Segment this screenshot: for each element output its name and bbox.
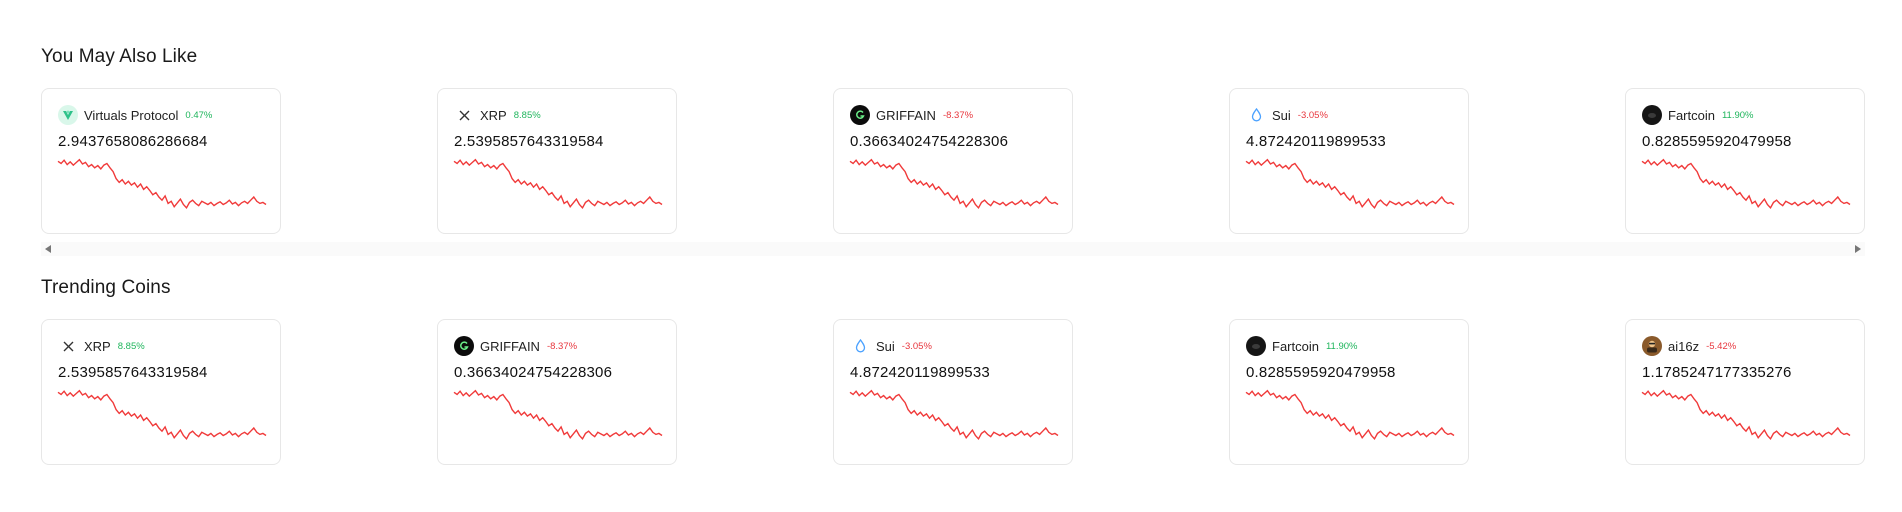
coin-card[interactable]: Fartcoin 11.90% 0.8285595920479958: [1625, 88, 1865, 234]
coin-price: 2.9437658086286684: [58, 133, 208, 150]
sparkline-chart: [1641, 389, 1851, 440]
coin-card[interactable]: ai16z -5.42% 1.1785247177335276: [1625, 319, 1865, 465]
sparkline-chart: [453, 158, 663, 209]
sparkline-chart: [1641, 158, 1851, 209]
sparkline-line: [849, 158, 1059, 209]
sparkline-chart: [57, 158, 267, 209]
coin-name: Virtuals Protocol: [84, 107, 179, 123]
sparkline-line: [1641, 389, 1851, 440]
coin-change: -3.05%: [1297, 109, 1328, 121]
coin-name: GRIFFAIN: [480, 338, 540, 354]
coin-change: -8.37%: [546, 340, 578, 352]
coin-price: 4.872420119899533: [850, 364, 990, 381]
virtuals-protocol-icon: [58, 105, 78, 125]
section-title: You May Also Like: [41, 46, 198, 67]
section-you-may-also-like: You May Also Like Virtuals Protocol 0.47…: [41, 46, 1865, 234]
coin-name: XRP: [480, 107, 507, 123]
coin-price: 0.8285595920479958: [1246, 364, 1396, 381]
coin-price: 1.1785247177335276: [1642, 364, 1792, 381]
sparkline-line: [57, 389, 267, 440]
sparkline-chart: [849, 158, 1059, 209]
coin-name: Fartcoin: [1272, 338, 1319, 354]
coin-change: -3.05%: [901, 340, 932, 352]
card-header: XRP 8.85%: [454, 105, 541, 125]
card-row: XRP 8.85% 2.5395857643319584 GRIFFAIN -8…: [41, 319, 1865, 465]
coin-card[interactable]: Sui -3.05% 4.872420119899533: [1229, 88, 1469, 234]
coin-card[interactable]: Virtuals Protocol 0.47% 2.94376580862866…: [41, 88, 281, 234]
coin-name: XRP: [84, 338, 111, 354]
coin-price: 0.36634024754228306: [850, 133, 1009, 150]
sui-icon: [1246, 105, 1266, 125]
ai16z-icon: [1642, 336, 1662, 356]
xrp-icon: [58, 336, 78, 356]
fartcoin-icon: [1246, 336, 1266, 356]
sui-icon: [850, 336, 870, 356]
coin-price: 2.5395857643319584: [454, 133, 604, 150]
coin-change: 0.47%: [185, 109, 213, 121]
coin-price: 4.872420119899533: [1246, 133, 1386, 150]
coin-card[interactable]: Sui -3.05% 4.872420119899533: [833, 319, 1073, 465]
card-header: Sui -3.05%: [850, 336, 932, 356]
section-title: Trending Coins: [41, 277, 171, 298]
sparkline-line: [1245, 158, 1455, 209]
sparkline-line: [849, 389, 1059, 440]
coin-card[interactable]: GRIFFAIN -8.37% 0.36634024754228306: [437, 319, 677, 465]
horizontal-scrollbar[interactable]: [41, 242, 1865, 256]
sparkline-chart: [57, 389, 267, 440]
coin-name: ai16z: [1668, 338, 1700, 354]
griffain-icon: [454, 336, 474, 356]
sparkline-line: [453, 389, 663, 440]
card-header: Fartcoin 11.90%: [1642, 105, 1753, 125]
xrp-icon: [454, 105, 474, 125]
card-header: ai16z -5.42%: [1642, 336, 1736, 356]
sparkline-line: [453, 158, 663, 209]
coin-name: Sui: [1272, 107, 1291, 123]
card-header: Virtuals Protocol 0.47%: [58, 105, 212, 125]
section-trending-coins: Trending Coins XRP 8.85% 2.5395857643319…: [41, 277, 1865, 465]
coin-name: Sui: [876, 338, 895, 354]
scroll-right-arrow-icon[interactable]: [1855, 245, 1861, 253]
card-header: XRP 8.85%: [58, 336, 145, 356]
coin-price: 0.36634024754228306: [454, 364, 613, 381]
coin-card[interactable]: XRP 8.85% 2.5395857643319584: [437, 88, 677, 234]
sparkline-chart: [849, 389, 1059, 440]
sparkline-line: [57, 158, 267, 209]
coin-price: 2.5395857643319584: [58, 364, 208, 381]
sparkline-chart: [1245, 389, 1455, 440]
coin-change: -5.42%: [1706, 340, 1737, 352]
coin-name: Fartcoin: [1668, 107, 1715, 123]
card-header: Sui -3.05%: [1246, 105, 1328, 125]
fartcoin-icon: [1642, 105, 1662, 125]
coin-price: 0.8285595920479958: [1642, 133, 1792, 150]
coin-card[interactable]: XRP 8.85% 2.5395857643319584: [41, 319, 281, 465]
sparkline-line: [1641, 158, 1851, 209]
coin-change: 8.85%: [513, 109, 541, 121]
card-header: Fartcoin 11.90%: [1246, 336, 1357, 356]
coin-card[interactable]: GRIFFAIN -8.37% 0.36634024754228306: [833, 88, 1073, 234]
card-row: Virtuals Protocol 0.47% 2.94376580862866…: [41, 88, 1865, 234]
coin-change: 11.90%: [1721, 109, 1754, 121]
scroll-left-arrow-icon[interactable]: [45, 245, 51, 253]
coin-card[interactable]: Fartcoin 11.90% 0.8285595920479958: [1229, 319, 1469, 465]
griffain-icon: [850, 105, 870, 125]
sparkline-chart: [453, 389, 663, 440]
sparkline-line: [1245, 389, 1455, 440]
coin-name: GRIFFAIN: [876, 107, 936, 123]
card-header: GRIFFAIN -8.37%: [454, 336, 577, 356]
coin-change: 8.85%: [117, 340, 145, 352]
sparkline-chart: [1245, 158, 1455, 209]
coin-change: -8.37%: [942, 109, 974, 121]
card-header: GRIFFAIN -8.37%: [850, 105, 973, 125]
coin-change: 11.90%: [1325, 340, 1358, 352]
